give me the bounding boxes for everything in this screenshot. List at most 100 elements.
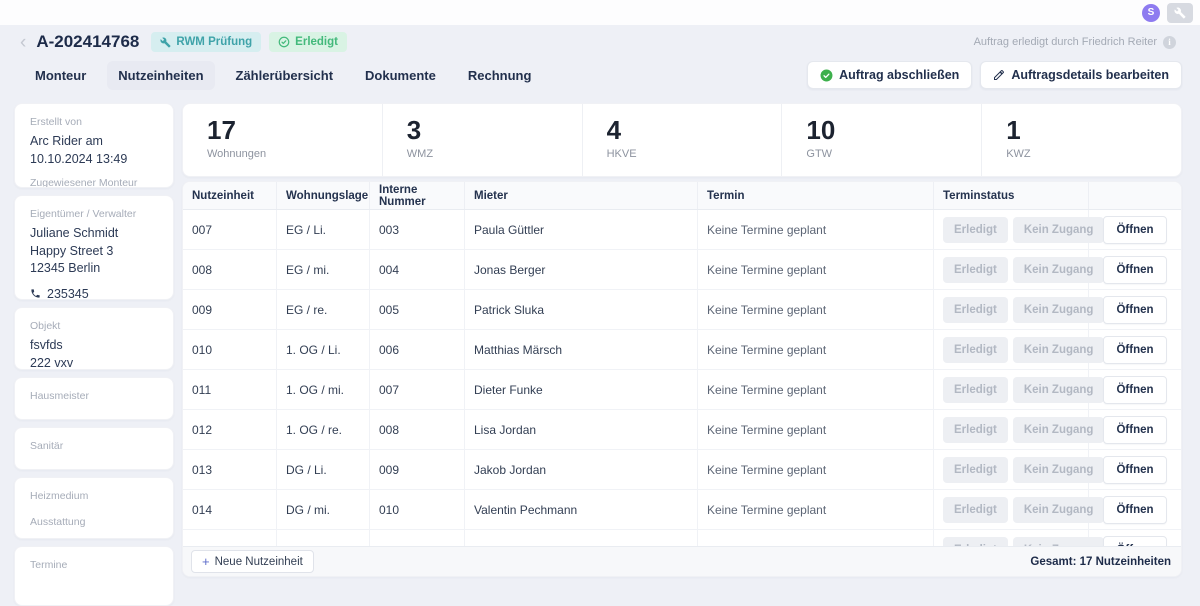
cell-mieter: Lisa Jordan [465,410,698,449]
erledigt-button[interactable]: Erledigt [943,537,1008,547]
field-label: Ausstattung [30,516,158,528]
field-label: Termine [30,559,158,571]
check-circle-icon [278,36,290,48]
total-count: Gesamt: 17 Nutzeinheiten [1030,556,1171,568]
cell-interne-nummer: 008 [370,410,465,449]
cell-mieter: Dieter Funke [465,370,698,409]
table-body: 007 EG / Li. 003 Paula Güttler Keine Ter… [183,210,1181,546]
tab-dokumente[interactable]: Dokumente [354,61,447,90]
table-row: 009 EG / re. 005 Patrick Sluka Keine Ter… [183,290,1181,330]
tab-monteur[interactable]: Monteur [24,61,97,90]
info-icon[interactable]: i [1163,36,1176,49]
oeffnen-button[interactable]: Öffnen [1103,456,1166,484]
column-header-termin: Termin [698,182,934,209]
cell-wohnungslage: EG / mi. [277,250,370,289]
button-label: Auftrag abschließen [839,68,959,82]
cell-mieter: Matthias Märsch [465,330,698,369]
field-label: Objekt [30,320,158,332]
cell-actions: Öffnen [1089,410,1181,449]
avatar[interactable]: S [1142,4,1160,22]
oeffnen-button[interactable]: Öffnen [1103,256,1166,284]
field-label: Heizmedium [30,490,158,502]
column-header-actions [1089,182,1181,209]
cell-nutzeinheit: 013 [183,450,277,489]
stat-value: 1 [1006,116,1181,146]
erledigt-button[interactable]: Erledigt [943,217,1008,243]
table-row: 007 EG / Li. 003 Paula Güttler Keine Ter… [183,210,1181,250]
erledigt-button[interactable]: Erledigt [943,297,1008,323]
tab-nutzeinheiten[interactable]: Nutzeinheiten [107,61,214,90]
cell-nutzeinheit: 007 [183,210,277,249]
neue-nutzeinheit-button[interactable]: + Neue Nutzeinheit [191,550,314,573]
table-footer: + Neue Nutzeinheit Gesamt: 17 Nutzeinhei… [183,546,1181,576]
tab-rechnung[interactable]: Rechnung [457,61,543,90]
wrench-icon [1174,7,1186,19]
erledigt-button[interactable]: Erledigt [943,497,1008,523]
oeffnen-button[interactable]: Öffnen [1103,336,1166,364]
cell-mieter: Jonas Berger [465,250,698,289]
cell-interne-nummer: 004 [370,250,465,289]
hausmeister-card: Hausmeister [14,377,174,420]
stat-wmz: 3 WMZ [383,104,583,176]
cell-actions: Öffnen [1089,330,1181,369]
cell-terminstatus: Erledigt Kein Zugang [934,250,1089,289]
field-value: Arc Rider am 10.10.2024 13:49 [30,133,158,168]
cell-wohnungslage: 1. OG / re. [277,410,370,449]
back-chevron-icon[interactable]: ‹ [20,33,26,52]
cell-interne-nummer: 005 [370,290,465,329]
cell-actions: Öffnen [1089,450,1181,489]
cell-nutzeinheit: 012 [183,410,277,449]
stat-label: GTW [806,148,981,160]
tab-zaehleruebersicht[interactable]: Zählerübersicht [225,61,345,90]
cell-actions: Öffnen [1089,370,1181,409]
table-row: Erledigt Kein Zugang Öffnen [183,530,1181,546]
cell-interne-nummer [370,530,465,546]
stat-label: Wohnungen [207,148,382,160]
oeffnen-button[interactable]: Öffnen [1103,376,1166,404]
erledigt-button[interactable]: Erledigt [943,417,1008,443]
nutzeinheiten-table: Nutzeinheit Wohnungslage Interne Nummer … [182,181,1182,577]
cell-mieter: Paula Güttler [465,210,698,249]
cell-terminstatus: Erledigt Kein Zugang [934,370,1089,409]
oeffnen-button[interactable]: Öffnen [1103,216,1166,244]
erledigt-button[interactable]: Erledigt [943,457,1008,483]
tools-button[interactable] [1167,3,1193,23]
erledigt-button[interactable]: Erledigt [943,337,1008,363]
cell-nutzeinheit: 008 [183,250,277,289]
status-note-text: Auftrag erledigt durch Friedrich Reiter [974,36,1157,48]
cell-actions: Öffnen [1089,210,1181,249]
auftrag-abschliessen-button[interactable]: Auftrag abschließen [807,61,972,89]
cell-wohnungslage: EG / Li. [277,210,370,249]
termine-card: Termine [14,546,174,606]
field-value: Juliane Schmidt Happy Street 3 12345 Ber… [30,225,158,278]
column-header-wohnungslage: Wohnungslage [277,182,370,209]
oeffnen-button[interactable]: Öffnen [1103,536,1166,547]
erledigt-button[interactable]: Erledigt [943,257,1008,283]
plus-icon: + [202,555,210,568]
stat-label: KWZ [1006,148,1181,160]
cell-wohnungslage: 1. OG / Li. [277,330,370,369]
wrench-icon [160,37,171,48]
cell-terminstatus: Erledigt Kein Zugang [934,530,1089,546]
table-row: 008 EG / mi. 004 Jonas Berger Keine Term… [183,250,1181,290]
cell-nutzeinheit: 010 [183,330,277,369]
oeffnen-button[interactable]: Öffnen [1103,296,1166,324]
cell-termin: Keine Termine geplant [698,450,934,489]
sanitaer-card: Sanitär [14,427,174,470]
cell-interne-nummer: 010 [370,490,465,529]
oeffnen-button[interactable]: Öffnen [1103,416,1166,444]
stat-value: 3 [407,116,582,146]
button-label: Auftragsdetails bearbeiten [1011,68,1169,82]
stat-wohnungen: 17 Wohnungen [183,104,383,176]
phone-number: 235345 [47,287,89,301]
oeffnen-button[interactable]: Öffnen [1103,496,1166,524]
page-title: A-202414768 [36,32,139,52]
auftragsdetails-bearbeiten-button[interactable]: Auftragsdetails bearbeiten [980,61,1182,89]
erledigt-button[interactable]: Erledigt [943,377,1008,403]
erledigt-badge: Erledigt [269,32,347,52]
cell-termin: Keine Termine geplant [698,490,934,529]
stat-kwz: 1 KWZ [982,104,1181,176]
cell-mieter: Jakob Jordan [465,450,698,489]
cell-termin: Keine Termine geplant [698,250,934,289]
cell-wohnungslage: EG / re. [277,290,370,329]
